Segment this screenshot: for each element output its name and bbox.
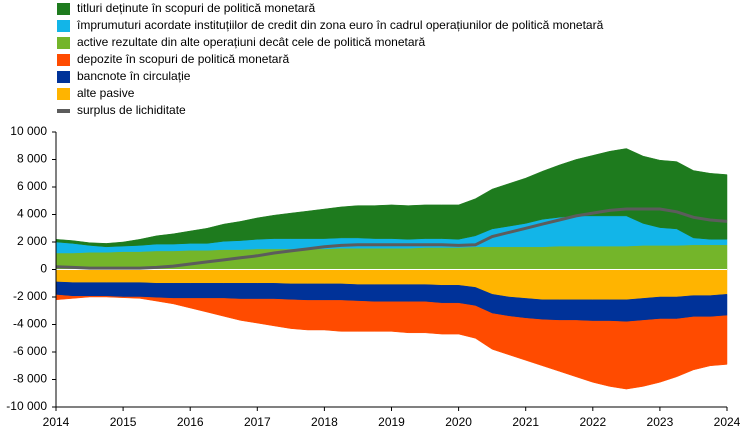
y-tick-label: -2 000 — [13, 289, 47, 303]
legend-swatch — [57, 54, 70, 66]
y-tick-label: 4 000 — [17, 207, 47, 221]
legend-label: surplus de lichiditate — [77, 103, 186, 117]
y-tick-label: 6 000 — [17, 179, 47, 193]
legend-label: active rezultate din alte operațiuni dec… — [77, 35, 426, 49]
line — [55, 207, 728, 270]
legend-label: titluri deținute în scopuri de politică … — [77, 1, 315, 15]
legend-swatch — [57, 88, 70, 100]
legend-label: împrumuturi acordate instituțiilor de cr… — [76, 18, 604, 32]
legend-swatch — [57, 71, 70, 83]
area — [55, 294, 728, 390]
legend-label: alte pasive — [77, 86, 135, 100]
x-tick-label: 2024 — [714, 415, 741, 429]
legend-label: depozite în scopuri de politică monetară — [77, 52, 289, 66]
y-tick-label: 0 — [40, 262, 47, 276]
legend-label: bancnote în circulație — [77, 69, 191, 83]
x-tick-label: 2021 — [512, 415, 539, 429]
x-tick-label: 2020 — [445, 415, 472, 429]
legend-swatch — [57, 3, 70, 15]
x-tick-label: 2023 — [647, 415, 674, 429]
y-tick-label: 8 000 — [17, 152, 47, 166]
legend-swatch — [57, 20, 70, 32]
y-tick-label: -4 000 — [13, 317, 47, 331]
x-tick-label: 2018 — [311, 415, 338, 429]
x-tick-label: 2019 — [378, 415, 405, 429]
y-tick-label: -6 000 — [13, 344, 47, 358]
y-tick-label: -8 000 — [13, 372, 47, 386]
x-tick-label: 2014 — [43, 415, 70, 429]
x-tick-label: 2022 — [579, 415, 606, 429]
y-tick-label: 10 000 — [10, 124, 47, 138]
y-tick-label: 2 000 — [17, 234, 47, 248]
x-tick-label: 2016 — [177, 415, 204, 429]
x-tick-label: 2015 — [110, 415, 137, 429]
legend-swatch — [57, 37, 70, 49]
area — [55, 148, 728, 248]
y-tick-label: -10 000 — [6, 399, 47, 413]
x-tick-label: 2017 — [244, 415, 271, 429]
